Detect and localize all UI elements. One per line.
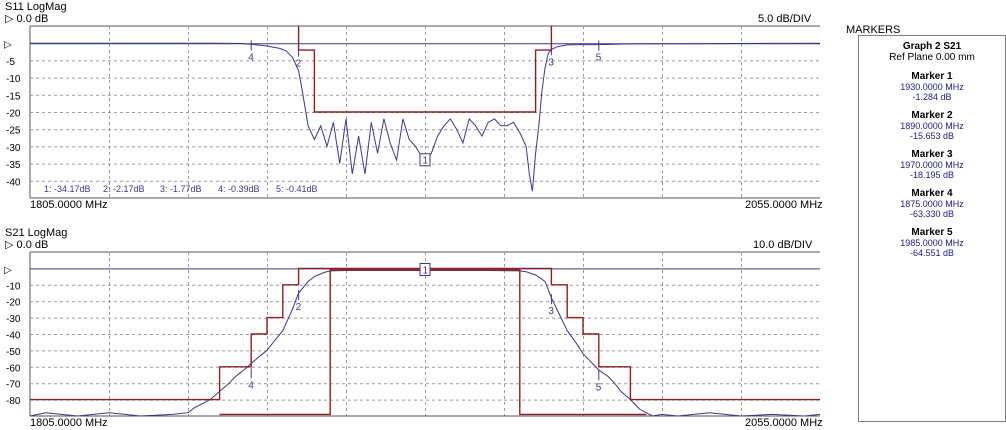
marker-name: Marker 2 [911, 110, 953, 121]
marker-label: 2 [296, 59, 302, 70]
marker-1-box [419, 263, 431, 277]
marker-label: 4 [248, 53, 254, 64]
graph1-title: S11 LogMag [5, 1, 67, 13]
graph1-x-end-label: 2055.0000 MHz [745, 199, 823, 211]
y-tick-label: -20 [6, 109, 21, 120]
marker-freq: 1875.0000 MHz [900, 199, 964, 209]
marker-label: 2 [296, 302, 302, 313]
graph2-ref-label: ▷ 0.0 dB [5, 239, 49, 251]
graph1-layer: ▷ -5 -10 -15 -20 -25 -30 -35 -40 1 2 3 4 5 [4, 25, 820, 199]
graph1-marker-readout-2: 2: -2.17dB [103, 184, 145, 194]
y-tick-label: -20 [6, 298, 21, 309]
graph2-layer: ▷ -10 -20 -30 -40 -50 -60 -70 -80 1 2 3 4 5 [4, 251, 820, 417]
marker-freq: 1985.0000 MHz [900, 238, 964, 248]
y-tick-label: -40 [6, 177, 21, 188]
marker-value: -64.551 dB [909, 248, 955, 258]
series-group: 1 2 3 4 5 [30, 263, 820, 416]
marker-name: Marker 1 [911, 71, 953, 82]
y-tick-label: ▷ [4, 40, 12, 51]
marker-name: Marker 3 [911, 149, 953, 160]
limit-line [219, 269, 647, 416]
graph1-marker-readout-5: 5: -0.41dB [276, 184, 318, 194]
marker-entry: Marker 3 1970.0000 MHz -18.195 dB [859, 149, 1005, 181]
marker-freq: 1970.0000 MHz [900, 160, 964, 170]
y-tick-label: -70 [6, 380, 21, 391]
marker-freq: 1890.0000 MHz [900, 121, 964, 131]
y-tick-label: -30 [6, 314, 21, 325]
y-tick-label: -60 [6, 363, 21, 374]
y-tick-label: -25 [6, 126, 21, 137]
marker-label: 3 [548, 57, 554, 68]
y-tick-label: -10 [6, 74, 21, 85]
graph1-ref-label: ▷ 0.0 dB [5, 13, 49, 25]
marker-label: 4 [248, 380, 254, 391]
graph1-x-start-label: 1805.0000 MHz [30, 199, 108, 211]
marker-label: 1 [423, 156, 429, 167]
marker-value: -15.653 dB [909, 131, 955, 141]
graph2-title: S21 LogMag [5, 227, 68, 239]
graph1-marker-readout-3: 3: -1.77dB [160, 184, 202, 194]
marker-label: 5 [596, 382, 602, 393]
marker-value: -63.330 dB [909, 209, 955, 219]
marker-1-box [419, 153, 431, 167]
markers-graph-name: Graph 2 S21 [902, 41, 962, 52]
marker-entry: Marker 5 1985.0000 MHz -64.551 dB [859, 227, 1005, 259]
limit-line [30, 267, 820, 401]
marker-entry: Marker 4 1875.0000 MHz -63.330 dB [859, 188, 1005, 220]
y-tick-label: -80 [6, 396, 21, 407]
y-tick-label: -15 [6, 91, 21, 102]
markers-panel: Graph 2 S21 Ref Plane 0.00 mm Marker 1 1… [858, 35, 1006, 422]
y-tick-label: -30 [6, 143, 21, 154]
markers-panel-title: MARKERS [846, 24, 901, 36]
marker-label: 3 [548, 306, 554, 317]
markers-ref-plane: Ref Plane 0.00 mm [889, 52, 975, 63]
limit-line [297, 26, 553, 113]
y-tick-label: -35 [6, 160, 21, 171]
marker-name: Marker 5 [911, 227, 953, 238]
y-tick-label: ▷ [4, 265, 12, 276]
graph1-marker-readout-1: 1: -34.17dB [44, 184, 91, 194]
trace-line [30, 270, 820, 416]
series-group: 1 2 3 4 5 [30, 26, 820, 192]
y-tick-label: -5 [6, 57, 15, 68]
graph2-scale-label: 10.0 dB/DIV [753, 239, 813, 251]
graph1-scale-label: 5.0 dB/DIV [758, 13, 812, 25]
marker-entry: Marker 1 1930.0000 MHz -1.284 dB [859, 71, 1005, 103]
marker-label: 1 [423, 266, 429, 277]
marker-freq: 1930.0000 MHz [900, 82, 964, 92]
y-tick-label: -50 [6, 347, 21, 358]
graph1-marker-readout-4: 4: -0.39dB [218, 184, 260, 194]
marker-value: -18.195 dB [909, 170, 955, 180]
graph2-x-start-label: 1805.0000 MHz [30, 417, 108, 429]
marker-label: 5 [596, 53, 602, 64]
graph2-x-end-label: 2055.0000 MHz [745, 417, 823, 429]
trace-line [30, 42, 820, 192]
y-tick-label: -40 [6, 331, 21, 342]
marker-name: Marker 4 [911, 188, 953, 199]
y-tick-label: -10 [6, 281, 21, 292]
marker-entry: Marker 2 1890.0000 MHz -15.653 dB [859, 110, 1005, 142]
marker-value: -1.284 dB [912, 92, 952, 102]
